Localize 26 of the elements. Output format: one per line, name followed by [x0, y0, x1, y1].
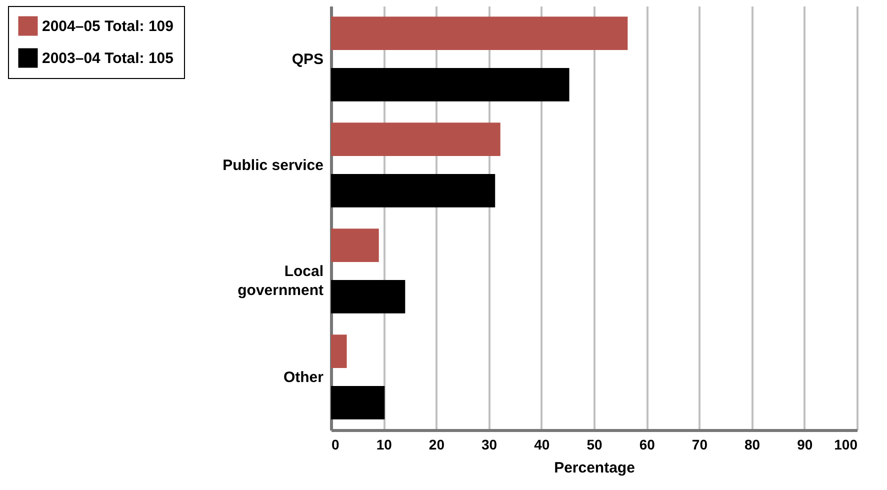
bar: [331, 16, 628, 50]
y-tick-label: Local government: [238, 263, 324, 299]
x-tick-label: 100: [834, 436, 858, 452]
x-axis-title: Percentage: [554, 460, 635, 476]
x-tick-label: 20: [428, 436, 445, 452]
x-tick-label: 30: [482, 436, 498, 452]
bar: [331, 174, 496, 208]
x-tick-label: 10: [376, 436, 392, 452]
x-tick-label: 70: [692, 436, 708, 452]
legend-label: 2003–04 Total: 105: [42, 50, 174, 67]
bar: [331, 334, 347, 368]
bar: [331, 228, 379, 262]
bar: [331, 122, 500, 156]
x-tick-label: 60: [639, 436, 656, 452]
x-tick-label: 0: [332, 436, 340, 452]
x-tick-label: 80: [744, 436, 760, 452]
x-tick-label: 50: [586, 436, 602, 452]
y-tick-label: Public service: [222, 157, 324, 174]
legend-label: 2004–05 Total: 109: [42, 18, 174, 35]
bar: [331, 386, 385, 420]
x-tick-label: 90: [797, 436, 813, 452]
bar: [331, 280, 406, 314]
y-tick-label: QPS: [292, 51, 324, 68]
x-tick-label: 40: [534, 436, 550, 452]
bar: [331, 68, 570, 102]
y-tick-label: Other: [283, 369, 324, 386]
